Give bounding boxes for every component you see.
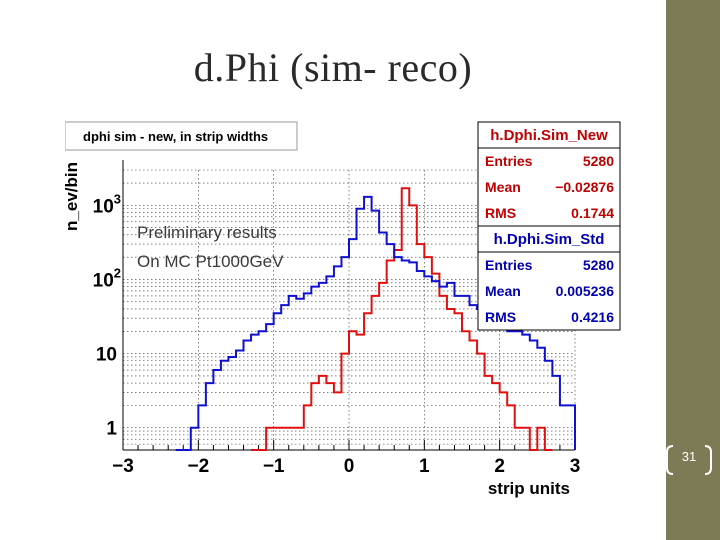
- labels-layer: −3 −2 −1 0 1 2 3 1 10 102 103 strip units n_ev/bin: [62, 162, 581, 498]
- stat-box: [477, 121, 621, 227]
- stat-row-value: 5280: [583, 257, 614, 273]
- y-tick-label: 103: [93, 191, 121, 217]
- stat-box-title: h.Dphi.Sim_Std: [494, 231, 605, 248]
- x-axis-label: strip units: [488, 479, 570, 498]
- title-layer: dphi sim - new, in strip widths: [64, 121, 298, 151]
- x-tick-label: −2: [187, 456, 209, 477]
- stat-row-label: RMS: [485, 309, 516, 325]
- x-tick-label: −1: [263, 456, 285, 477]
- x-tick-label: 0: [344, 456, 355, 477]
- stat-row-value: 5280: [583, 153, 614, 169]
- x-tick-label: 3: [570, 456, 581, 477]
- stat-row-value: −0.02876: [555, 179, 614, 195]
- y-tick-label: 10: [96, 345, 117, 366]
- stat-box-title: h.Dphi.Sim_New: [490, 127, 608, 144]
- stat-box: [477, 225, 621, 331]
- stat-row-label: Entries: [485, 153, 533, 169]
- page-number-bracket: [666, 445, 712, 475]
- stat-row-label: Mean: [485, 179, 521, 195]
- note-line-1: Preliminary results: [137, 223, 277, 242]
- page-number: 31: [681, 449, 697, 464]
- stats-layer: h.Dphi.Sim_New Entries 5280 Mean −0.02876 RMS…: [477, 121, 621, 331]
- stat-row-label: RMS: [485, 205, 516, 221]
- chart-title: dphi sim - new, in strip widths: [83, 129, 268, 144]
- axes-layer: [122, 160, 576, 451]
- y-tick-label: 102: [93, 265, 121, 291]
- x-tick-label: 1: [419, 456, 430, 477]
- stat-row-value: 0.4216: [571, 309, 614, 325]
- y-axis-label: n_ev/bin: [65, 162, 81, 231]
- stat-row-value: 0.1744: [571, 205, 614, 221]
- y-tick-label: 1: [106, 419, 117, 440]
- histogram-series-red: [251, 187, 553, 451]
- chart-title-box: [64, 121, 298, 151]
- plot-panel: −3 −2 −1 0 1 2 3 1 10 102 103 strip units n_ev/bin h…: [62, 120, 627, 502]
- stat-row-label: Mean: [485, 283, 521, 299]
- slide-title: d.Phi (sim- reco): [193, 45, 473, 90]
- stat-row-label: Entries: [485, 257, 533, 273]
- histogram-chart: −3 −2 −1 0 1 2 3 1 10 102 103 strip units n_ev/bin h…: [62, 121, 621, 498]
- x-tick-label: 2: [494, 456, 505, 477]
- x-tick-label: −3: [112, 456, 134, 477]
- stat-row-value: 0.005236: [556, 283, 615, 299]
- note-line-2: On MC Pt1000GeV: [137, 252, 284, 271]
